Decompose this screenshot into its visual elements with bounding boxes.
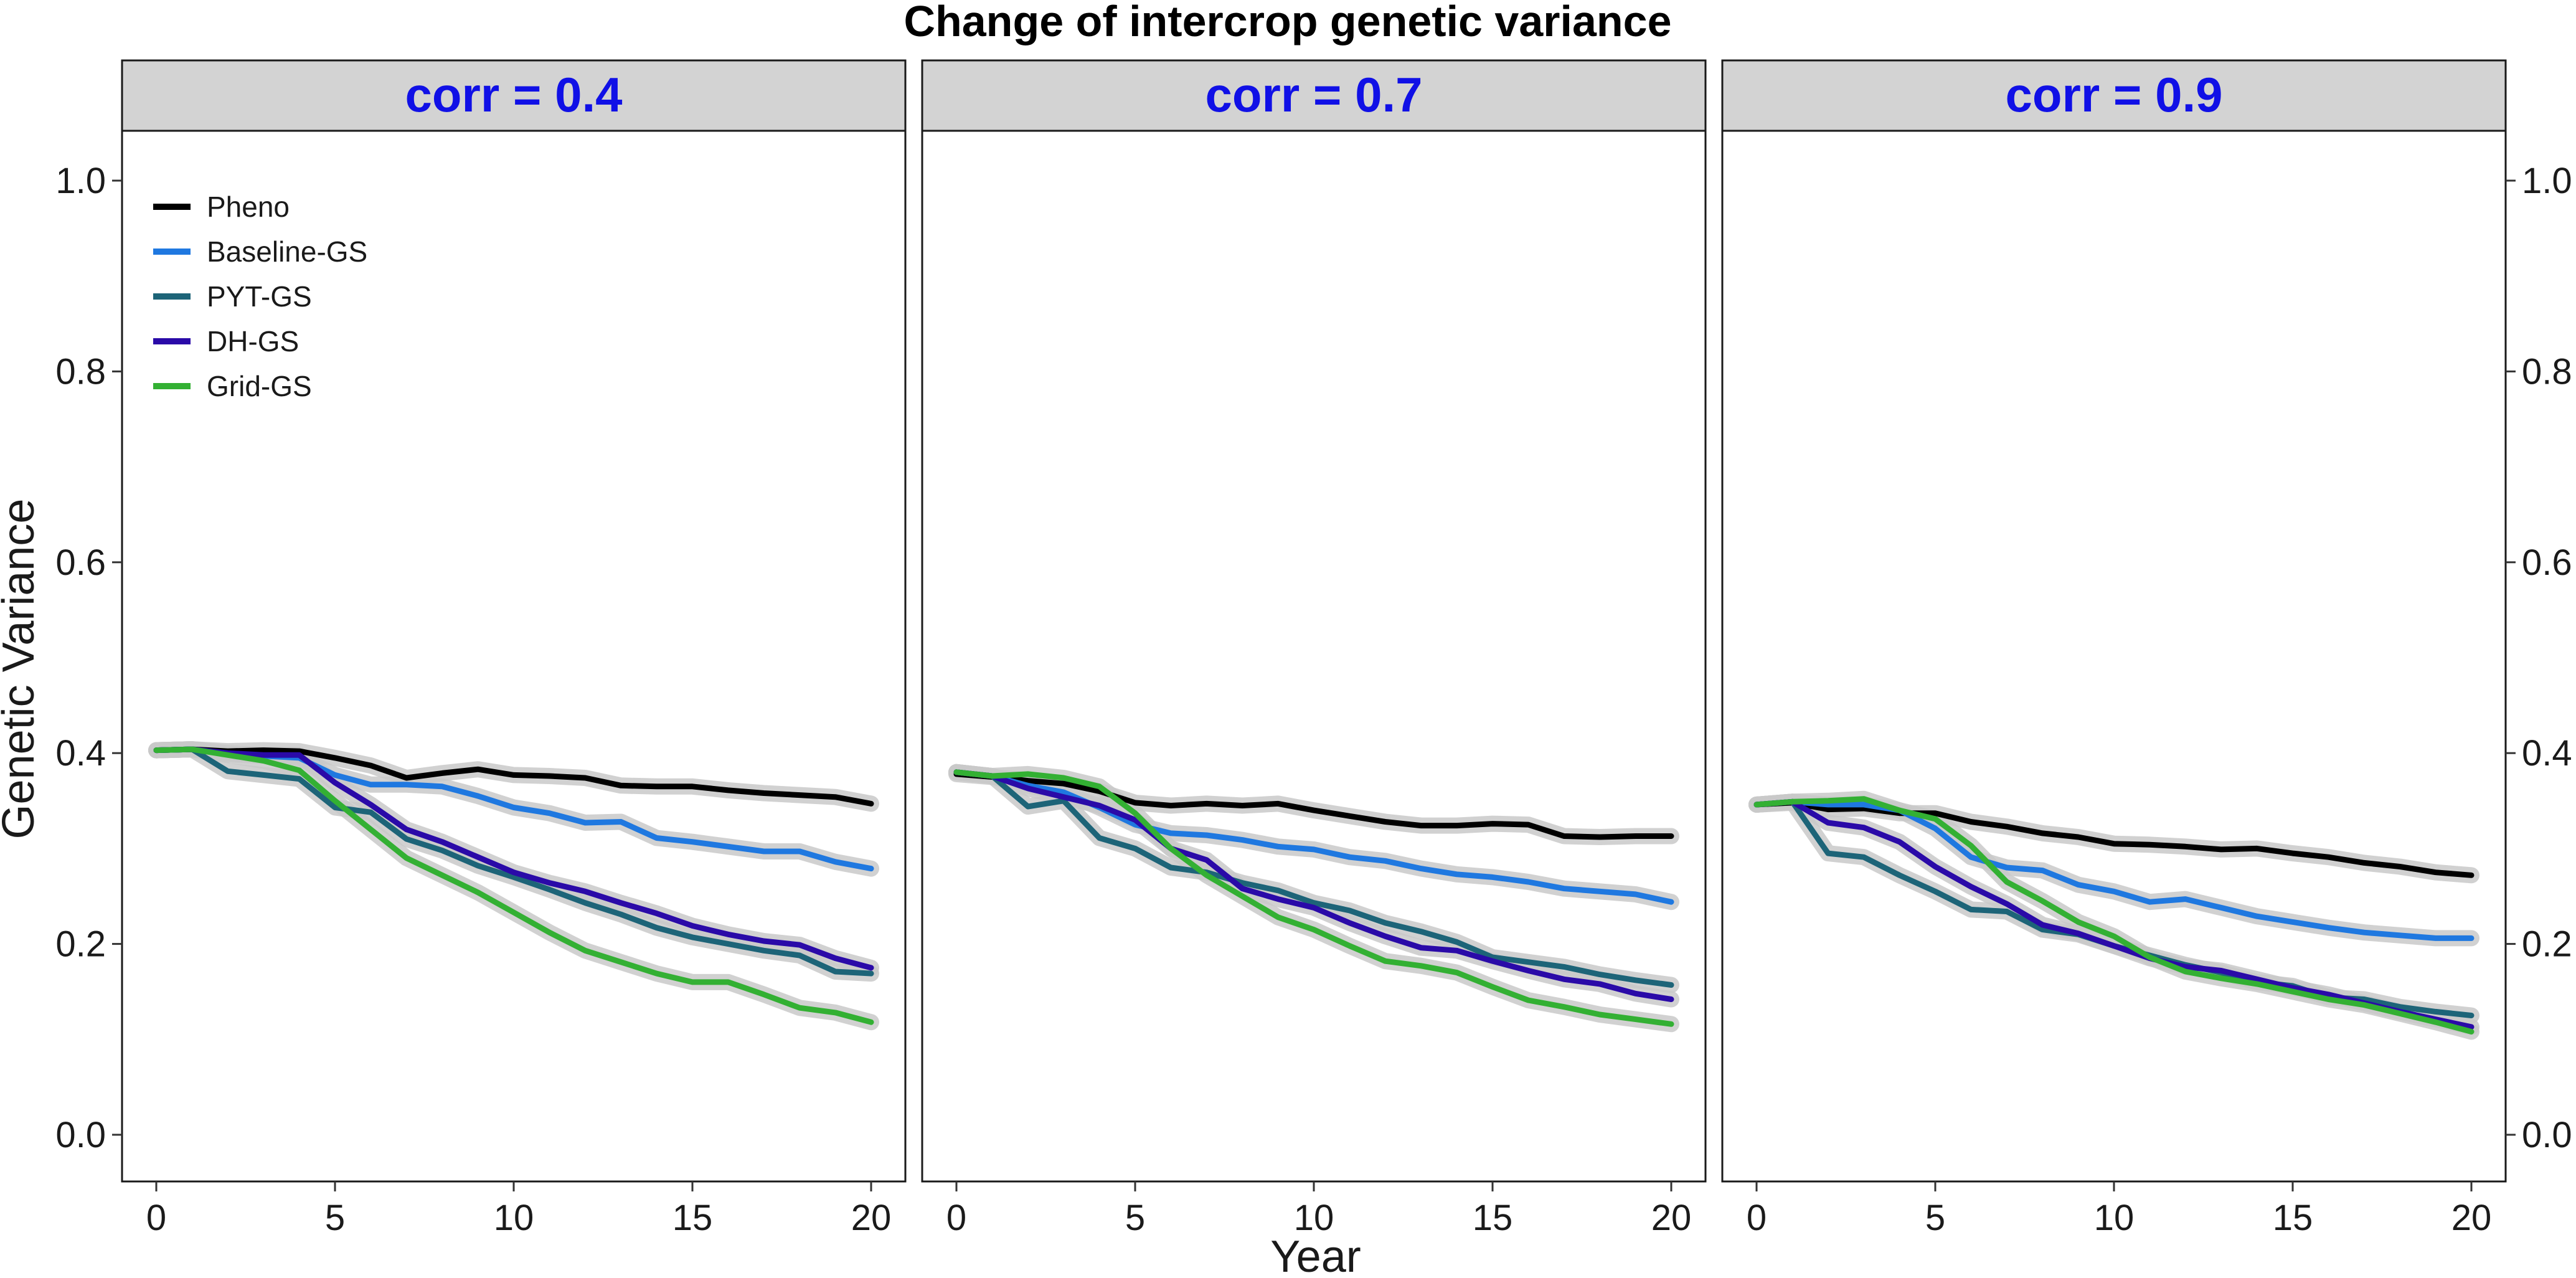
x-tick-label: 20: [2451, 1198, 2492, 1238]
legend-label: Grid-GS: [207, 370, 312, 402]
legend-label: Baseline-GS: [207, 235, 367, 268]
plot-area: [1721, 130, 2507, 1183]
x-tick-label: 10: [494, 1198, 534, 1238]
facet-strip: [121, 59, 907, 132]
legend-label: PYT-GS: [207, 280, 312, 313]
series-line-dh-gs: [1753, 798, 2475, 1030]
series-line-grid-gs: [953, 769, 1674, 1027]
legend-label: Pheno: [207, 191, 290, 223]
x-tick-label: 10: [1294, 1198, 1334, 1238]
facet-strip-label: corr = 0.9: [2005, 67, 2222, 122]
facet-strip: [1721, 59, 2507, 132]
x-tick-label: 5: [1125, 1198, 1145, 1238]
series-line-pyt-gs: [953, 769, 1674, 988]
series-line-grid-gs: [1753, 796, 2475, 1034]
plot-area: [921, 130, 1707, 1183]
series-line-dh-gs: [153, 746, 874, 971]
legend-label: DH-GS: [207, 325, 299, 357]
x-tick-label: 10: [2094, 1198, 2135, 1238]
x-tick-label: 5: [1925, 1198, 1945, 1238]
series-lines: [948, 764, 1679, 1033]
y-tick-label: 0.0: [55, 1115, 106, 1155]
y-tick-label: 0.4: [55, 733, 106, 774]
y-tick-label-right: 0.2: [2522, 924, 2572, 965]
y-tick-label-right: 0.4: [2522, 733, 2572, 774]
series-line-pheno: [953, 771, 1674, 840]
facet-strip-label: corr = 0.4: [405, 67, 622, 122]
x-tick-label: 20: [1651, 1198, 1692, 1238]
series-lines: [1748, 790, 2479, 1040]
series-line-pyt-gs: [153, 746, 874, 977]
x-tick-label: 5: [325, 1198, 345, 1238]
y-tick-label: 0.6: [55, 542, 106, 583]
series-line-pheno: [1753, 800, 2475, 878]
chart-title: Change of intercrop genetic variance: [903, 0, 1671, 45]
y-tick-label: 0.8: [55, 351, 106, 392]
facet-strip: [921, 59, 1707, 132]
x-tick-label: 0: [1747, 1198, 1767, 1238]
y-tick-label: 0.2: [55, 924, 106, 965]
x-tick-label: 15: [1473, 1198, 1513, 1238]
y-axis-title: Genetic Variance: [0, 499, 44, 840]
x-tick-label: 15: [2273, 1198, 2313, 1238]
facet-panel-3: corr = 0.9 0 5 10 15 20 0.0 0.2 0.4 0.6 0.8 1.0: [1721, 59, 2572, 1238]
y-tick-label-right: 0.8: [2522, 351, 2572, 392]
series-line-dh-gs: [953, 769, 1674, 1002]
x-tick-label: 0: [146, 1198, 166, 1238]
y-tick-label: 1.0: [55, 161, 106, 201]
panels: corr = 0.4 0 5 10 15 20 0.0 0.2 0.4 0.6 0.8 1.0 Phen…: [55, 59, 2572, 1238]
facet-panel-1: corr = 0.4 0 5 10 15 20 0.0 0.2 0.4 0.6 0.8 1.0 Phen…: [55, 59, 907, 1238]
y-tick-label-right: 0.0: [2522, 1115, 2572, 1155]
x-tick-label: 0: [946, 1198, 966, 1238]
y-tick-label-right: 1.0: [2522, 161, 2572, 201]
x-tick-label: 15: [672, 1198, 713, 1238]
legend: Pheno Baseline-GS PYT-GS DH-GS Grid-GS: [153, 191, 367, 402]
series-lines: [148, 741, 879, 1031]
facet-strip-label: corr = 0.7: [1205, 67, 1422, 122]
series-line-grid-gs: [153, 746, 874, 1025]
series-line-baseline-gs: [1753, 798, 2475, 941]
y-tick-label-right: 0.6: [2522, 542, 2572, 583]
series-line-pheno: [153, 746, 874, 807]
facet-panel-2: corr = 0.7 0 5 10 15 20: [921, 59, 1707, 1238]
x-tick-label: 20: [851, 1198, 892, 1238]
x-axis-title: Year: [1270, 1232, 1361, 1278]
